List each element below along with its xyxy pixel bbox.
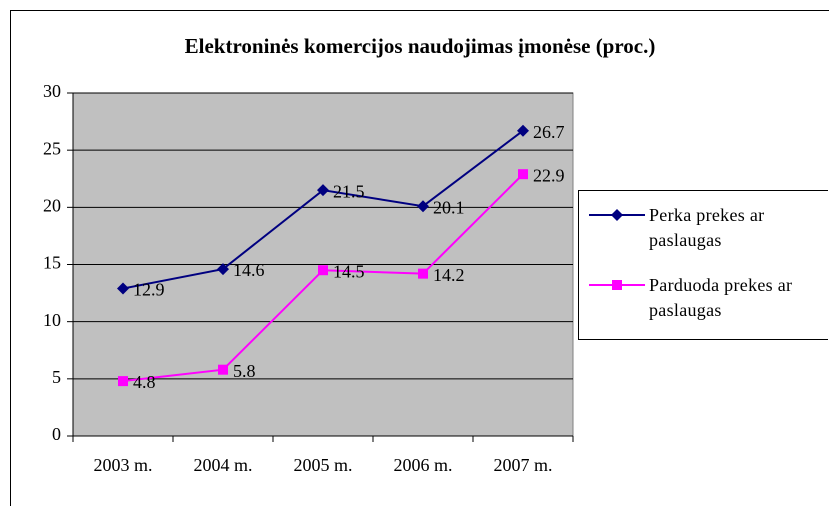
data-label: 14.6 (233, 260, 265, 280)
y-tick-label: 15 (43, 253, 61, 273)
data-label: 12.9 (133, 280, 165, 300)
marker (518, 169, 528, 180)
marker (117, 282, 129, 295)
marker (317, 184, 329, 197)
data-label: 5.8 (233, 361, 256, 381)
marker (611, 209, 623, 221)
x-tick-label: 2004 m. (193, 455, 252, 475)
y-tick-label: 10 (43, 310, 61, 330)
y-tick-label: 5 (52, 367, 61, 387)
x-tick-label: 2006 m. (393, 455, 452, 475)
y-tick-label: 0 (52, 424, 61, 444)
legend-entry: Parduoda prekes ar paslaugas (579, 263, 828, 323)
data-label: 21.5 (333, 181, 365, 201)
data-label: 14.5 (333, 261, 365, 281)
data-label: 22.9 (533, 165, 565, 185)
marker (418, 268, 428, 279)
legend-swatch (589, 280, 645, 290)
data-label: 14.2 (433, 265, 465, 285)
legend-entry: Perka prekes ar paslaugas (579, 193, 828, 253)
legend-label: Perka prekes ar paslaugas (649, 205, 765, 250)
y-tick-label: 20 (43, 195, 61, 215)
chart-title: Elektroninės komercijos naudojimas įmonė… (185, 34, 656, 58)
marker (517, 124, 529, 137)
legend: Perka prekes ar paslaugas Parduoda prekes… (578, 190, 828, 340)
data-label: 20.1 (433, 197, 465, 217)
marker (318, 265, 328, 276)
data-label: 4.8 (133, 372, 156, 392)
legend-label: Parduoda prekes ar paslaugas (649, 275, 793, 320)
marker (612, 280, 622, 290)
y-tick-label: 30 (43, 81, 61, 101)
x-tick-label: 2003 m. (93, 455, 152, 475)
data-label: 26.7 (533, 122, 565, 142)
x-tick-label: 2007 m. (493, 455, 552, 475)
x-tick-label: 2005 m. (293, 455, 352, 475)
marker (217, 263, 229, 276)
y-tick-label: 25 (43, 138, 61, 158)
marker (218, 364, 228, 375)
marker (417, 200, 429, 213)
marker (118, 376, 128, 387)
legend-swatch (589, 209, 645, 221)
